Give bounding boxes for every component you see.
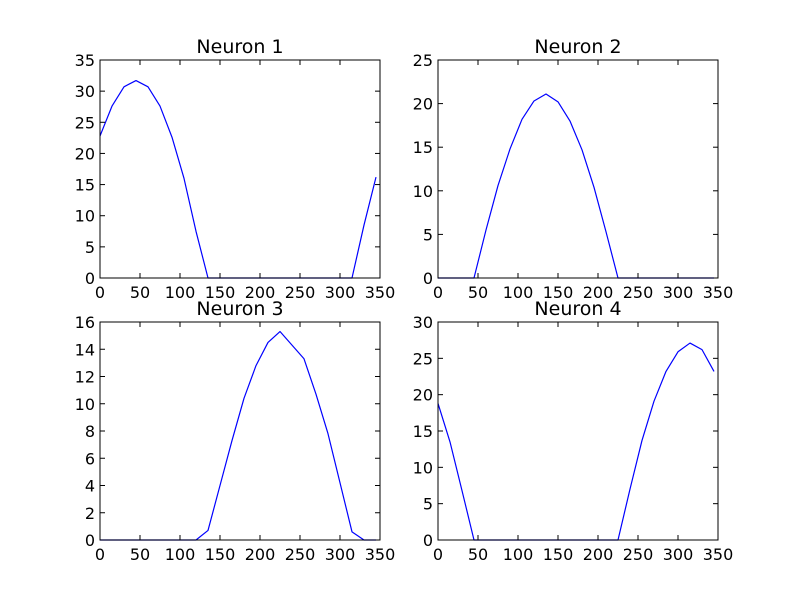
y-tick-label: 30 bbox=[75, 82, 95, 101]
y-tick-label: 4 bbox=[85, 477, 95, 496]
x-tick-label: 150 bbox=[205, 283, 236, 302]
x-tick-label: 0 bbox=[95, 545, 105, 564]
y-tick-label: 10 bbox=[413, 458, 433, 477]
x-tick-label: 100 bbox=[165, 283, 196, 302]
x-tick-label: 300 bbox=[325, 283, 356, 302]
x-tick-label: 0 bbox=[433, 283, 443, 302]
axes-frame bbox=[437, 59, 719, 279]
chart-title: Neuron 3 bbox=[196, 298, 283, 320]
y-tick-label: 16 bbox=[75, 313, 95, 332]
y-tick-label: 20 bbox=[413, 386, 433, 405]
x-tick-label: 100 bbox=[503, 283, 534, 302]
y-tick-label: 5 bbox=[423, 225, 433, 244]
axes-frame bbox=[99, 59, 381, 279]
x-tick-label: 350 bbox=[703, 545, 734, 564]
x-tick-label: 350 bbox=[365, 545, 396, 564]
y-tick-label: 25 bbox=[413, 51, 433, 70]
x-tick-label: 300 bbox=[325, 545, 356, 564]
y-tick-label: 25 bbox=[413, 349, 433, 368]
chart-title: Neuron 2 bbox=[534, 36, 621, 58]
x-tick-label: 250 bbox=[623, 545, 654, 564]
y-tick-label: 25 bbox=[75, 113, 95, 132]
x-tick-label: 200 bbox=[245, 545, 276, 564]
x-tick-label: 50 bbox=[130, 545, 150, 564]
x-tick-label: 300 bbox=[663, 283, 694, 302]
y-tick-label: 0 bbox=[423, 531, 433, 550]
y-tick-label: 6 bbox=[85, 449, 95, 468]
y-tick-label: 5 bbox=[423, 495, 433, 514]
x-tick-label: 250 bbox=[285, 545, 316, 564]
y-tick-label: 8 bbox=[85, 422, 95, 441]
y-tick-label: 20 bbox=[413, 95, 433, 114]
y-tick-label: 30 bbox=[413, 313, 433, 332]
chart-title: Neuron 4 bbox=[534, 298, 621, 320]
chart-panel-3: 0 50 100 150 200 250 300 350 0 2 4 6 8 10 12 14 16 Neuron… bbox=[75, 298, 396, 564]
y-tick-label: 0 bbox=[423, 269, 433, 288]
y-tick-label: 2 bbox=[85, 504, 95, 523]
x-tick-label: 50 bbox=[468, 283, 488, 302]
y-tick-label: 35 bbox=[75, 51, 95, 70]
y-tick-label: 14 bbox=[75, 340, 95, 359]
y-tick-label: 0 bbox=[85, 269, 95, 288]
y-tick-label: 5 bbox=[85, 238, 95, 257]
x-tick-label: 350 bbox=[365, 283, 396, 302]
y-tick-label: 12 bbox=[75, 368, 95, 387]
x-tick-label: 0 bbox=[433, 545, 443, 564]
x-tick-label: 0 bbox=[95, 283, 105, 302]
x-tick-label: 200 bbox=[583, 283, 614, 302]
x-tick-label: 100 bbox=[165, 545, 196, 564]
chart-panel-4: 0 50 100 150 200 250 300 350 0 5 10 15 20 25 30 Neuron … bbox=[413, 298, 734, 564]
x-tick-label: 150 bbox=[543, 545, 574, 564]
chart-title: Neuron 1 bbox=[196, 36, 283, 58]
x-tick-label: 150 bbox=[205, 545, 236, 564]
x-tick-label: 200 bbox=[583, 545, 614, 564]
y-tick-label: 15 bbox=[413, 422, 433, 441]
x-tick-label: 50 bbox=[468, 545, 488, 564]
x-tick-label: 200 bbox=[245, 283, 276, 302]
y-tick-label: 10 bbox=[413, 182, 433, 201]
y-tick-label: 10 bbox=[75, 395, 95, 414]
x-tick-label: 50 bbox=[130, 283, 150, 302]
x-tick-label: 100 bbox=[503, 545, 534, 564]
y-tick-label: 10 bbox=[75, 207, 95, 226]
y-tick-label: 20 bbox=[75, 144, 95, 163]
chart-panel-1: 0 50 100 150 200 250 300 350 0 5 10 15 20 25 30 35 Neuro… bbox=[75, 36, 396, 302]
y-tick-label: 15 bbox=[413, 138, 433, 157]
y-tick-label: 0 bbox=[85, 531, 95, 550]
x-tick-label: 250 bbox=[623, 283, 654, 302]
x-tick-label: 150 bbox=[543, 283, 574, 302]
x-tick-label: 250 bbox=[285, 283, 316, 302]
x-tick-label: 300 bbox=[663, 545, 694, 564]
chart-panel-2: 0 50 100 150 200 250 300 350 0 5 10 15 20 25 Neuron 2 bbox=[413, 36, 734, 302]
y-tick-label: 15 bbox=[75, 176, 95, 195]
x-tick-label: 350 bbox=[703, 283, 734, 302]
